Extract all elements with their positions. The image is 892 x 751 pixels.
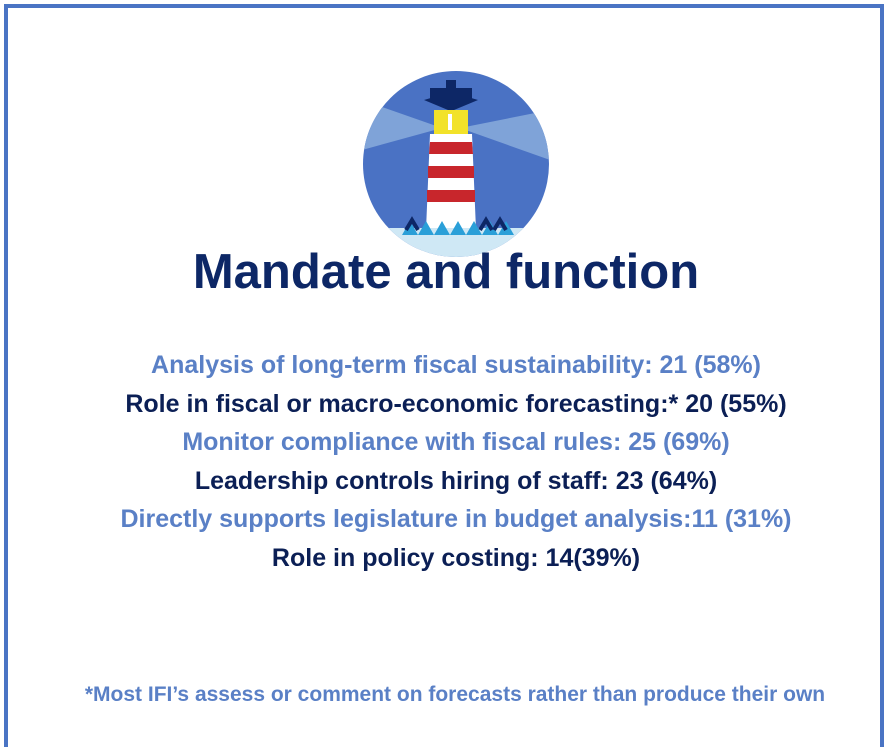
lighthouse-icon xyxy=(362,70,550,258)
footnote: *Most IFI’s assess or comment on forecas… xyxy=(30,679,880,710)
item-list: Analysis of long-term fiscal sustainabil… xyxy=(46,346,866,577)
item: Directly supports legislature in budget … xyxy=(46,500,866,539)
title: Mandate and function xyxy=(0,244,892,300)
item: Leadership controls hiring of staff: 23 … xyxy=(46,462,866,501)
item: Role in fiscal or macro-economic forecas… xyxy=(46,385,866,424)
item: Analysis of long-term fiscal sustainabil… xyxy=(46,346,866,385)
item: Role in policy costing: 14(39%) xyxy=(46,539,866,578)
page: Mandate and function Analysis of long-te… xyxy=(0,0,892,751)
item: Monitor compliance with fiscal rules: 25… xyxy=(46,423,866,462)
